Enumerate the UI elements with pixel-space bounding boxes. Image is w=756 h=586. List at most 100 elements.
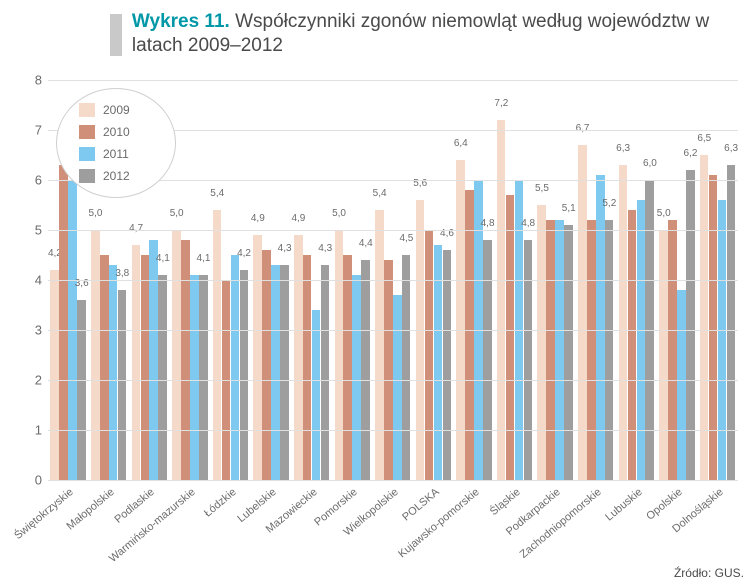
bar-value-label: 6,7 xyxy=(576,123,590,134)
bar-value-label: 4,4 xyxy=(359,238,373,249)
bar xyxy=(659,230,668,480)
y-tick-label: 2 xyxy=(35,373,42,388)
bar xyxy=(141,255,150,480)
bar xyxy=(375,210,384,480)
bar-value-label: 5,1 xyxy=(562,203,576,214)
bar xyxy=(555,220,564,480)
bar-value-label: 5,0 xyxy=(170,208,184,219)
x-tick-label: Zachodniopomorskie xyxy=(518,486,604,561)
x-tick-label: Śląskie xyxy=(488,486,523,518)
bar xyxy=(109,265,118,480)
gridline xyxy=(48,430,738,431)
bar-value-label: 4,9 xyxy=(291,213,305,224)
bar-value-label: 4,1 xyxy=(196,253,210,264)
chart-title-block: Wykres 11. Współczynniki zgonów niemowlą… xyxy=(110,10,756,58)
bar xyxy=(564,225,573,480)
bar-value-label: 4,8 xyxy=(521,218,535,229)
bar-value-label: 4,2 xyxy=(237,248,251,259)
bar-value-label: 3,8 xyxy=(115,268,129,279)
bar xyxy=(231,255,240,480)
bar xyxy=(546,220,555,480)
bar xyxy=(343,255,352,480)
bar xyxy=(294,235,303,480)
bar xyxy=(483,240,492,480)
legend-swatch xyxy=(79,169,95,183)
bar xyxy=(312,310,321,480)
y-tick-label: 8 xyxy=(35,73,42,88)
legend-item: 2012 xyxy=(79,165,175,187)
bar-value-label: 4,3 xyxy=(278,243,292,254)
bar-value-label: 4,1 xyxy=(156,253,170,264)
gridline xyxy=(48,480,738,481)
bar xyxy=(416,200,425,480)
bar xyxy=(213,210,222,480)
legend-item: 2009 xyxy=(79,99,175,121)
bar xyxy=(240,270,249,480)
bar-value-label: 6,5 xyxy=(697,133,711,144)
legend-swatch xyxy=(79,147,95,161)
bar-value-label: 5,4 xyxy=(210,188,224,199)
bar xyxy=(172,230,181,480)
bar xyxy=(321,265,330,480)
title-accent-bar xyxy=(110,14,122,56)
legend-label: 2011 xyxy=(103,147,129,161)
bar xyxy=(637,200,646,480)
bar xyxy=(271,265,280,480)
y-tick-label: 3 xyxy=(35,323,42,338)
bar xyxy=(335,230,344,480)
bar-value-label: 5,4 xyxy=(373,188,387,199)
bar xyxy=(384,260,393,480)
bar-value-label: 5,0 xyxy=(657,208,671,219)
bar xyxy=(59,165,68,480)
legend-swatch xyxy=(79,125,95,139)
y-tick-label: 0 xyxy=(35,473,42,488)
bar xyxy=(118,290,127,480)
legend-item: 2011 xyxy=(79,143,175,165)
bar xyxy=(100,255,109,480)
bar xyxy=(709,175,718,480)
bar xyxy=(91,230,100,480)
x-tick-label: Lubuskie xyxy=(603,486,644,524)
bar-value-label: 6,4 xyxy=(454,138,468,149)
bar xyxy=(718,200,727,480)
legend-label: 2012 xyxy=(103,169,130,183)
bar xyxy=(443,250,452,480)
bar-value-label: 6,3 xyxy=(724,143,738,154)
bar-value-label: 6,2 xyxy=(684,148,698,159)
bar xyxy=(686,170,695,480)
legend: 2009201020112012 xyxy=(56,88,176,198)
chart-title: Wykres 11. Współczynniki zgonów niemowlą… xyxy=(132,10,756,58)
bar xyxy=(628,210,637,480)
bar-value-label: 6,3 xyxy=(616,143,630,154)
bar xyxy=(303,255,312,480)
bar xyxy=(619,165,628,480)
bar xyxy=(465,190,474,480)
legend-label: 2009 xyxy=(103,103,130,117)
chart-figure: Wykres 11. Współczynniki zgonów niemowlą… xyxy=(0,0,756,586)
bar xyxy=(677,290,686,480)
bar xyxy=(77,300,86,480)
bar xyxy=(524,240,533,480)
x-tick-label: Łódzkie xyxy=(202,486,239,520)
bar xyxy=(456,160,465,480)
bar-value-label: 7,2 xyxy=(494,98,508,109)
bar xyxy=(158,275,167,480)
bar xyxy=(361,260,370,480)
bar xyxy=(262,250,271,480)
bar xyxy=(425,230,434,480)
bar xyxy=(668,220,677,480)
gridline xyxy=(48,380,738,381)
bar xyxy=(253,235,262,480)
bar-value-label: 5,2 xyxy=(602,198,616,209)
gridline xyxy=(48,280,738,281)
y-tick-label: 1 xyxy=(35,423,42,438)
bar-value-label: 6,0 xyxy=(643,158,657,169)
bar-value-label: 4,3 xyxy=(318,243,332,254)
bar xyxy=(605,220,614,480)
bar xyxy=(199,275,208,480)
y-tick-label: 6 xyxy=(35,173,42,188)
bar-value-label: 5,0 xyxy=(89,208,103,219)
bar xyxy=(537,205,546,480)
bar xyxy=(181,240,190,480)
x-tick-label: Świętokrzyskie xyxy=(13,486,76,542)
